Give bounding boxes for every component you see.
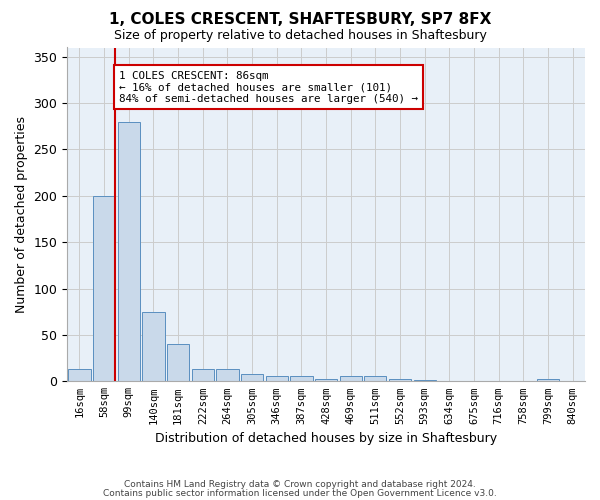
Text: Size of property relative to detached houses in Shaftesbury: Size of property relative to detached ho… <box>113 29 487 42</box>
Bar <box>118 122 140 382</box>
Bar <box>290 376 313 382</box>
Text: 1, COLES CRESCENT, SHAFTESBURY, SP7 8FX: 1, COLES CRESCENT, SHAFTESBURY, SP7 8FX <box>109 12 491 28</box>
Bar <box>389 380 411 382</box>
Text: Contains HM Land Registry data © Crown copyright and database right 2024.: Contains HM Land Registry data © Crown c… <box>124 480 476 489</box>
Bar <box>142 312 164 382</box>
Bar <box>68 370 91 382</box>
Bar <box>315 378 337 382</box>
Bar <box>93 196 115 382</box>
Y-axis label: Number of detached properties: Number of detached properties <box>15 116 28 313</box>
Bar <box>167 344 189 382</box>
Text: Contains public sector information licensed under the Open Government Licence v3: Contains public sector information licen… <box>103 488 497 498</box>
X-axis label: Distribution of detached houses by size in Shaftesbury: Distribution of detached houses by size … <box>155 432 497 445</box>
Bar <box>364 376 386 382</box>
Bar <box>537 378 559 382</box>
Bar <box>340 376 362 382</box>
Bar <box>241 374 263 382</box>
Bar <box>413 380 436 382</box>
Bar <box>191 370 214 382</box>
Bar <box>266 376 288 382</box>
Text: 1 COLES CRESCENT: 86sqm
← 16% of detached houses are smaller (101)
84% of semi-d: 1 COLES CRESCENT: 86sqm ← 16% of detache… <box>119 70 418 104</box>
Bar <box>217 370 239 382</box>
